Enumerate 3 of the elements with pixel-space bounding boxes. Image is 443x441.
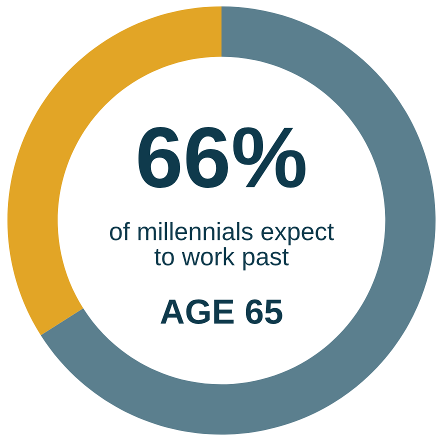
text: of millennials expect to work past [110,222,334,270]
text: AGE 65 [160,299,282,324]
text: 66% [138,126,306,188]
